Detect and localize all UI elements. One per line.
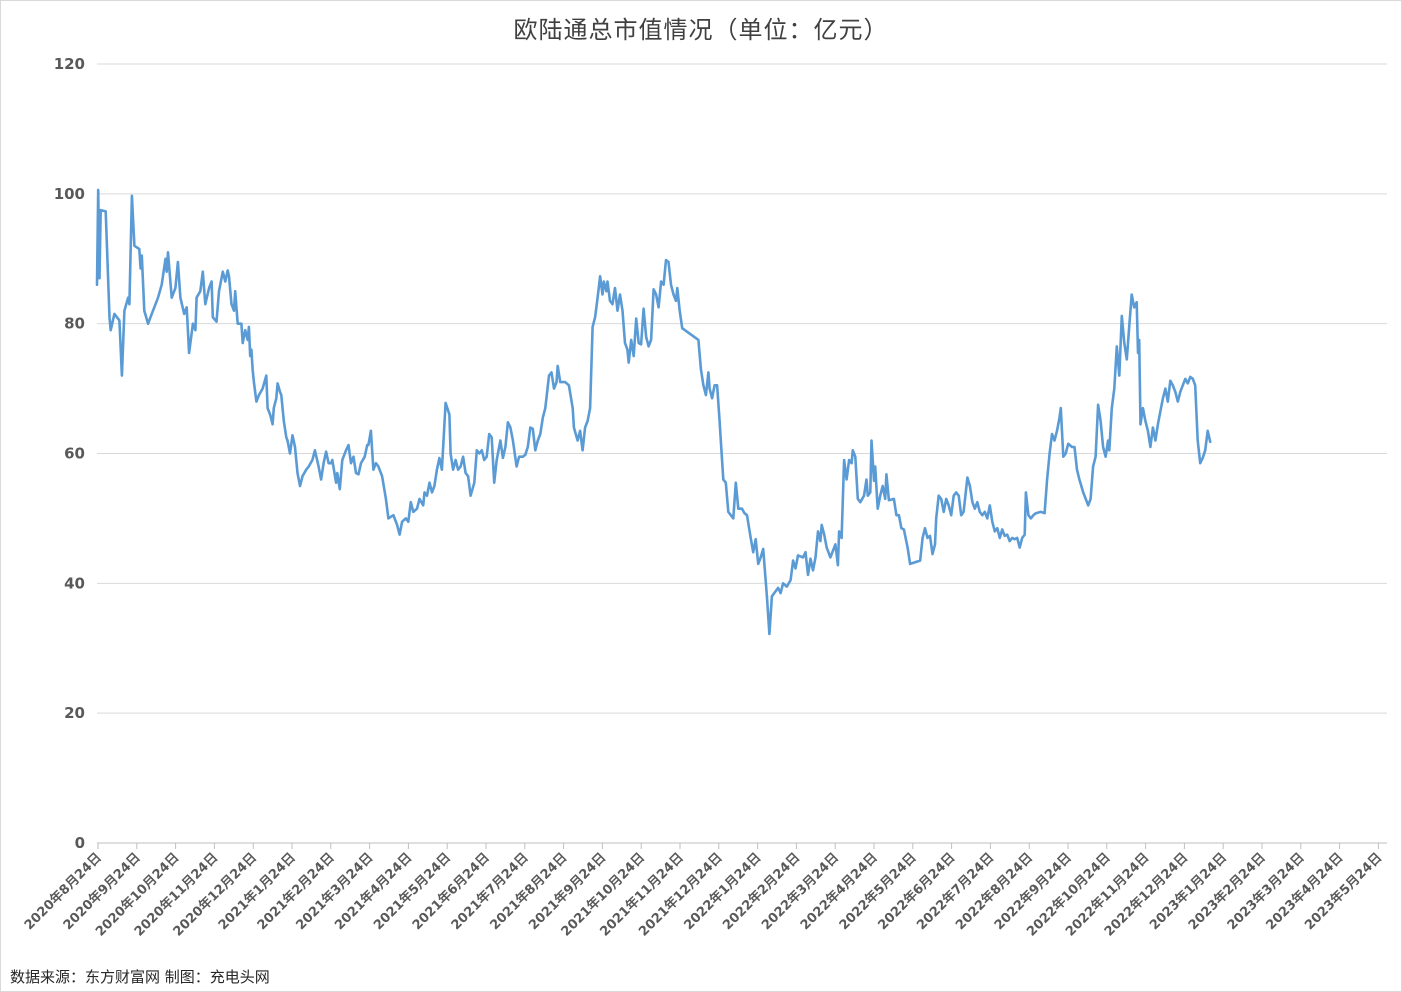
series-line-0 [95,188,1212,636]
y-tick-label: 100 [54,185,85,203]
y-tick-label: 120 [54,55,85,73]
y-tick-label: 60 [64,445,85,463]
gridlines [97,63,1387,844]
chart-title: 欧陆通总市值情况（单位：亿元） [513,16,889,44]
source-note: 数据来源：东方财富网 制图：充电头网 [10,968,270,986]
y-tick-label: 40 [64,574,85,592]
y-tick-label: 20 [64,704,85,722]
y-axis-tick-labels: 0 20 40 60 80 100 120 [54,55,85,852]
series-layer [95,188,1212,636]
y-tick-label: 80 [64,315,85,333]
y-tick-label: 0 [75,834,85,852]
x-axis-tick-labels: 2020年8月24日2020年9月24日2020年10月24日2020年11月2… [21,843,1385,940]
